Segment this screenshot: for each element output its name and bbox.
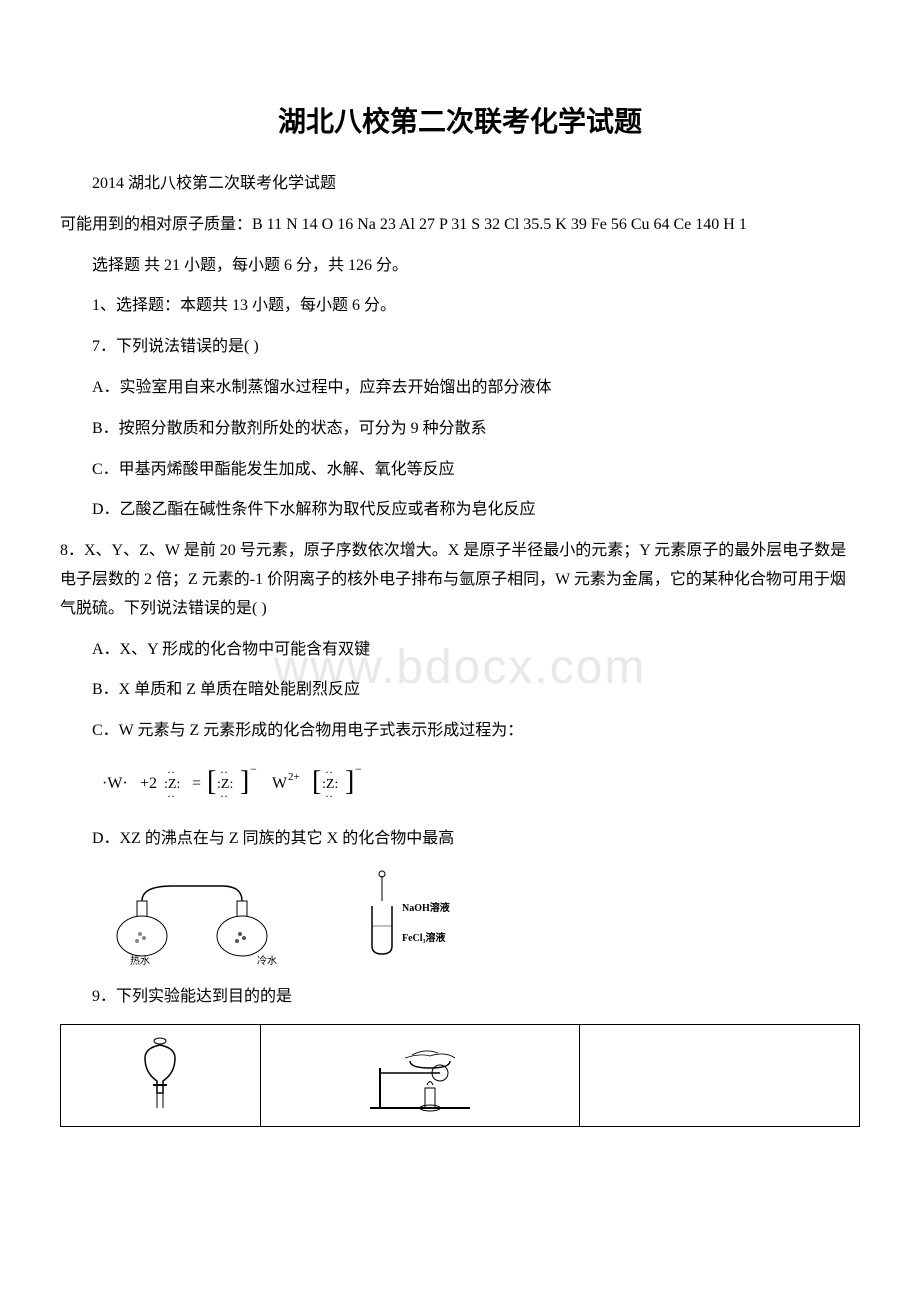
table-cell-1 — [61, 1024, 261, 1126]
fecl3-label: FeCl₃溶液 — [402, 931, 446, 944]
table-cell-2 — [260, 1024, 580, 1126]
electron-formula: ·W· +2 ·· :Z: ·· = [ ·· :Z: ·· ] − W 2+ … — [92, 758, 860, 813]
q9-prompt: 9．下列实验能达到目的的是 — [60, 983, 860, 1012]
q7-prompt: 7．下列说法错误的是( ) — [60, 333, 860, 362]
svg-text:··: ·· — [220, 789, 228, 803]
svg-text:−: − — [355, 762, 362, 776]
svg-text:[: [ — [207, 766, 216, 797]
q7-option-b: B．按照分散质和分散剂所处的状态，可分为 9 种分散系 — [60, 415, 860, 444]
svg-text:+2: +2 — [140, 775, 157, 792]
apparatus-diagram: 热水 冷水 NaOH溶液 FeCl₃溶液 — [92, 866, 860, 971]
q8-option-d: D．XZ 的沸点在与 Z 同族的其它 X 的化合物中最高 — [60, 825, 860, 854]
svg-text:·W·: ·W· — [102, 775, 128, 792]
svg-text:··: ·· — [167, 789, 175, 803]
naoh-label: NaOH溶液 — [402, 901, 450, 914]
table-cell-3 — [580, 1024, 860, 1126]
hot-water-label: 热水 — [130, 954, 150, 966]
q8-option-b: B．X 单质和 Z 单质在暗处能剧烈反应 — [60, 676, 860, 705]
atomic-masses: 可能用到的相对原子质量：B 11 N 14 O 16 Na 23 Al 27 P… — [60, 211, 860, 240]
section-header: 选择题 共 21 小题，每小题 6 分，共 126 分。 — [60, 252, 860, 281]
svg-text:]: ] — [345, 766, 354, 797]
subtitle: 2014 湖北八校第二次联考化学试题 — [60, 170, 860, 199]
page-title: 湖北八校第二次联考化学试题 — [60, 100, 860, 140]
q7-option-c: C．甲基丙烯酸甲酯能发生加成、水解、氧化等反应 — [60, 456, 860, 485]
q8-option-a: A．X、Y 形成的化合物中可能含有双键 — [60, 636, 860, 665]
experiment-table — [60, 1024, 860, 1127]
svg-text:··: ·· — [325, 789, 333, 803]
q8-prompt: 8．X、Y、Z、W 是前 20 号元素，原子序数依次增大。X 是原子半径最小的元… — [60, 537, 860, 623]
subsection: 1、选择题：本题共 13 小题，每小题 6 分。 — [60, 292, 860, 321]
q7-option-a: A．实验室用自来水制蒸馏水过程中，应弃去开始馏出的部分液体 — [60, 374, 860, 403]
svg-text:W: W — [272, 775, 288, 792]
svg-text:]: ] — [240, 766, 249, 797]
q7-option-d: D．乙酸乙酯在碱性条件下水解称为取代反应或者称为皂化反应 — [60, 496, 860, 525]
q8-option-c: C．W 元素与 Z 元素形成的化合物用电子式表示形成过程为： — [60, 717, 860, 746]
svg-text:[: [ — [312, 766, 321, 797]
svg-text:2+: 2+ — [288, 771, 300, 783]
svg-text:=: = — [192, 775, 201, 792]
cold-water-label: 冷水 — [257, 954, 277, 966]
table-row — [61, 1024, 860, 1126]
svg-text:−: − — [250, 762, 257, 776]
